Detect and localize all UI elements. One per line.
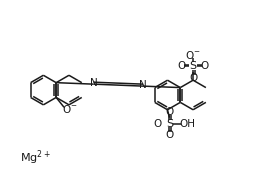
Text: S: S [189, 61, 197, 71]
Text: OH: OH [179, 119, 195, 128]
Text: O: O [165, 107, 174, 117]
Text: Mg$^{2+}$: Mg$^{2+}$ [20, 149, 51, 167]
Text: N: N [90, 78, 97, 88]
Text: O: O [165, 130, 174, 140]
Text: O: O [177, 61, 185, 71]
Text: S: S [166, 119, 173, 128]
Text: O: O [201, 61, 209, 71]
Text: O$^{-}$: O$^{-}$ [62, 103, 78, 115]
Text: O: O [189, 73, 197, 83]
Text: O: O [154, 119, 162, 128]
Text: O$^{-}$: O$^{-}$ [185, 49, 201, 61]
Text: N: N [139, 80, 147, 90]
